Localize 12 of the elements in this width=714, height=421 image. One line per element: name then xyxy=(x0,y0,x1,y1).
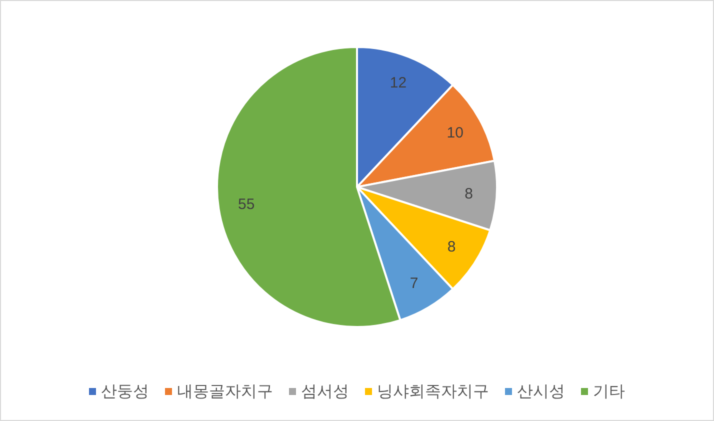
data-label: 10 xyxy=(446,124,464,142)
legend-label: 산시성 xyxy=(517,384,565,400)
legend-label: 내몽골자치구 xyxy=(177,384,273,400)
data-label: 8 xyxy=(447,238,456,256)
data-label: 55 xyxy=(238,196,255,214)
data-label: 7 xyxy=(410,274,418,292)
legend-label: 섬서성 xyxy=(301,384,349,400)
legend-label: 산둥성 xyxy=(101,384,149,400)
data-label: 12 xyxy=(390,74,407,92)
legend-label: 기타 xyxy=(593,384,625,400)
data-label: 8 xyxy=(464,186,473,203)
legend-label: 닝샤회족자치구 xyxy=(377,384,489,400)
